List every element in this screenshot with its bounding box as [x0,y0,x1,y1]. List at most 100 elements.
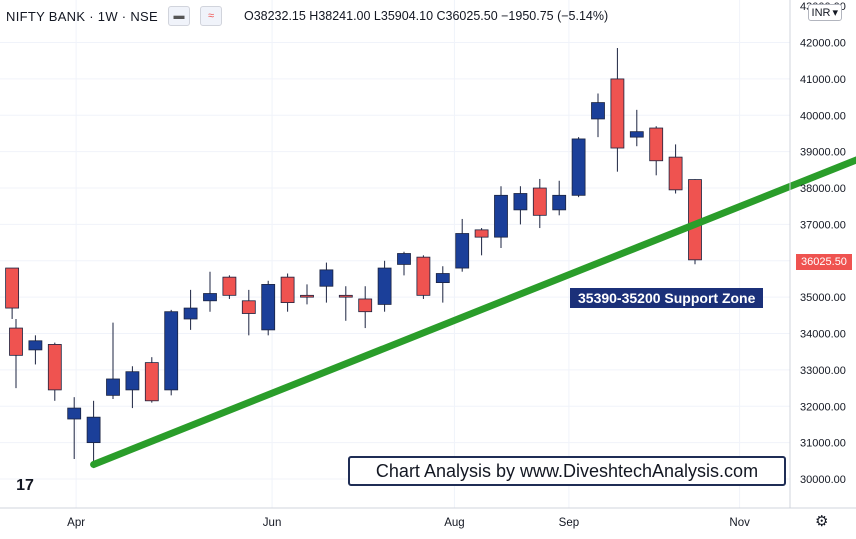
candle [494,186,508,249]
tradingview-logo-icon[interactable]: 17 [16,477,34,494]
candle [377,260,392,312]
x-tick-label: Jun [263,517,282,529]
candle-body [377,267,392,305]
candle [629,109,644,147]
candle [338,286,353,321]
candle-body [47,344,62,391]
candle-body [67,407,82,420]
candle-body [261,284,276,331]
candle [106,322,120,399]
y-tick-label: 35000.00 [800,292,846,304]
y-tick-label: 32000.00 [800,401,846,413]
candle-body [338,294,353,298]
candle-body [649,127,664,162]
y-tick-label: 37000.00 [800,219,846,231]
support-zone-label: 35390-35200 Support Zone [570,288,764,308]
candle-body [280,276,295,304]
candle-body [668,156,683,191]
candle [86,400,101,469]
candle-body [474,229,489,238]
candle [552,180,567,216]
candle-body [9,327,23,356]
support-trendline [90,156,856,468]
y-tick-label: 38000.00 [800,183,846,195]
x-tick-label: Nov [729,517,750,529]
candle-body [183,307,198,320]
x-tick-label: Sep [559,517,579,529]
last-price-tag: 36025.50 [796,254,852,270]
candle-body [455,233,470,269]
candle [125,366,140,409]
candle-body [300,294,314,298]
y-tick-label: 31000.00 [800,438,846,450]
candle-body [358,298,373,313]
trendline-layer [90,156,856,468]
gear-icon[interactable]: ⚙ [815,513,829,530]
candle [455,218,470,272]
candle-body [319,269,334,287]
symbol-header: NIFTY BANK · 1W · NSE ▬ ≈ O38232.15 H382… [6,4,608,28]
candle [416,255,431,299]
candle-body [571,138,586,196]
candle [222,275,237,299]
candle [5,267,20,319]
compare-icon[interactable]: ≈ [199,6,222,26]
candle [513,186,528,225]
candle [668,144,683,194]
candle-body [552,194,567,211]
candle [610,48,625,172]
chevron-down-icon: ▾ [832,7,838,19]
candle [28,335,43,365]
y-tick-label: 30000.00 [800,474,846,486]
candle-body [86,416,101,444]
symbol-title[interactable]: NIFTY BANK · 1W · NSE [6,8,158,24]
candle-body [241,300,256,314]
x-tick-label: Apr [67,517,85,529]
candle [319,262,334,303]
candle-body [610,78,625,149]
x-tick-label: Aug [444,517,464,529]
analysis-credit-box: Chart Analysis by www.DiveshtechAnalysis… [348,456,786,486]
candle-body [164,311,179,391]
candle-body [203,293,217,302]
candle-body [106,378,120,396]
candle [591,93,605,138]
currency-label: INR [811,6,831,19]
candle-body [532,187,547,216]
candle [183,289,198,330]
y-tick-label: 42000.00 [800,38,846,50]
candle-body [397,253,411,265]
hide-icon[interactable]: ▬ [167,6,190,26]
candle [300,284,314,305]
y-tick-label: 41000.00 [800,74,846,86]
candle [532,178,547,229]
candle [67,397,82,459]
candle-layer [5,48,702,469]
candle [397,251,411,276]
candle [203,271,217,312]
candle-body [494,194,508,238]
candle [358,286,373,329]
candle-body [416,256,431,296]
candle-body [28,340,43,351]
candle-body [629,131,644,138]
candle-body [144,362,159,402]
candle-body [125,371,140,391]
candle-body [5,267,20,309]
y-tick-label: 33000.00 [800,365,846,377]
candle [9,318,23,389]
candle [435,266,450,303]
candle [261,280,276,336]
candle-body [222,276,237,296]
candle-body [435,273,450,284]
currency-selector[interactable]: INR ▾ [807,4,842,21]
y-tick-label: 39000.00 [800,147,846,159]
candle [241,289,256,336]
candle-body [591,102,605,120]
y-tick-label: 40000.00 [800,110,846,122]
grid-layer [0,0,790,508]
candle [164,309,179,396]
candle [571,137,586,198]
